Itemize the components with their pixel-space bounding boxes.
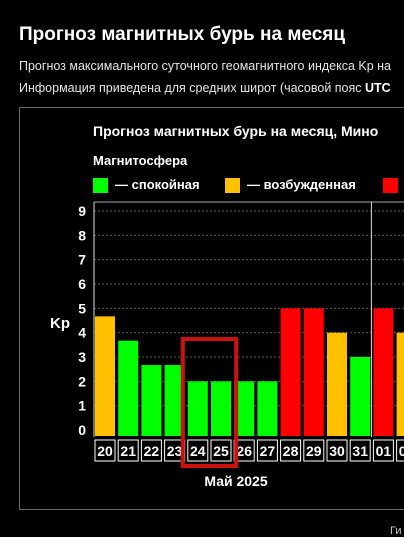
x-tick-label: 28 (283, 443, 299, 459)
y-tick-label: 0 (78, 422, 86, 438)
x-tick-label: 25 (213, 443, 229, 459)
chart-title: Прогноз магнитных бурь на месяц, Мино (93, 123, 379, 139)
chart-panel (19, 107, 404, 510)
y-tick-label: 5 (78, 300, 86, 316)
y-tick-label: 7 (78, 252, 86, 268)
bar-23 (164, 365, 185, 436)
x-tick-box (349, 439, 371, 462)
legend-swatch-calm (93, 178, 108, 193)
x-tick-label: 30 (329, 443, 345, 459)
timezone-label: UTC (365, 81, 391, 95)
legend-title: Магнитосфера (93, 153, 188, 168)
x-tick-box (187, 439, 209, 462)
bar-21 (118, 340, 139, 436)
bar-01 (373, 308, 394, 436)
x-axis-label: Май 2025 (204, 473, 267, 489)
x-tick-label: 23 (167, 443, 183, 459)
x-tick-label: 31 (352, 443, 368, 459)
y-tick-label: 2 (78, 373, 86, 389)
x-tick-label: 20 (97, 443, 113, 459)
x-tick-box (372, 439, 394, 462)
y-tick-label: 9 (78, 203, 86, 219)
x-tick-label: 22 (144, 443, 160, 459)
bar-20 (95, 316, 115, 436)
x-tick-box (256, 439, 278, 462)
y-tick-label: 3 (78, 349, 86, 365)
footer-note: Ги (390, 525, 402, 537)
legend-swatch-excited (225, 178, 240, 193)
description-line-1: Прогноз максимального суточного геомагни… (19, 59, 392, 73)
x-tick-label: 02 (399, 443, 404, 459)
bar-24 (187, 381, 208, 436)
x-tick-box (326, 439, 348, 462)
bar-28 (280, 308, 301, 436)
x-tick-box (94, 439, 116, 462)
x-tick-label: 27 (260, 443, 276, 459)
y-tick-label: 4 (78, 325, 86, 341)
x-tick-box (117, 439, 139, 462)
x-tick-box (233, 439, 255, 462)
bar-02 (396, 332, 404, 436)
page-title: Прогноз магнитных бурь на месяц (19, 24, 346, 45)
y-tick-label: 1 (78, 398, 86, 414)
x-tick-box (280, 439, 302, 462)
legend-label-calm: — спокойная (115, 177, 200, 192)
legend-swatch-storm (383, 178, 398, 193)
legend-label-excited: — возбужденная (247, 177, 356, 192)
x-tick-label: 29 (306, 443, 322, 459)
x-tick-box (303, 439, 325, 462)
bar-22 (141, 365, 162, 436)
y-axis-label: Kp (50, 315, 70, 332)
x-tick-box (210, 439, 232, 462)
bar-29 (303, 308, 324, 436)
description-line-2: Информация приведена для средних широт (… (19, 81, 391, 95)
bar-25 (211, 381, 231, 436)
bar-31 (350, 357, 371, 436)
today-highlight (180, 337, 239, 468)
y-tick-label: 6 (78, 276, 86, 292)
y-tick-label: 8 (78, 227, 86, 243)
x-tick-label: 21 (120, 443, 136, 459)
x-tick-label: 01 (376, 443, 392, 459)
x-tick-box (140, 439, 162, 462)
x-tick-label: 26 (236, 443, 252, 459)
description-line-2-text: Информация приведена для средних широт (… (19, 81, 365, 95)
bar-26 (234, 381, 255, 436)
x-tick-box (396, 439, 404, 462)
bar-27 (257, 381, 278, 436)
bar-30 (327, 332, 347, 436)
x-tick-label: 24 (190, 443, 206, 459)
